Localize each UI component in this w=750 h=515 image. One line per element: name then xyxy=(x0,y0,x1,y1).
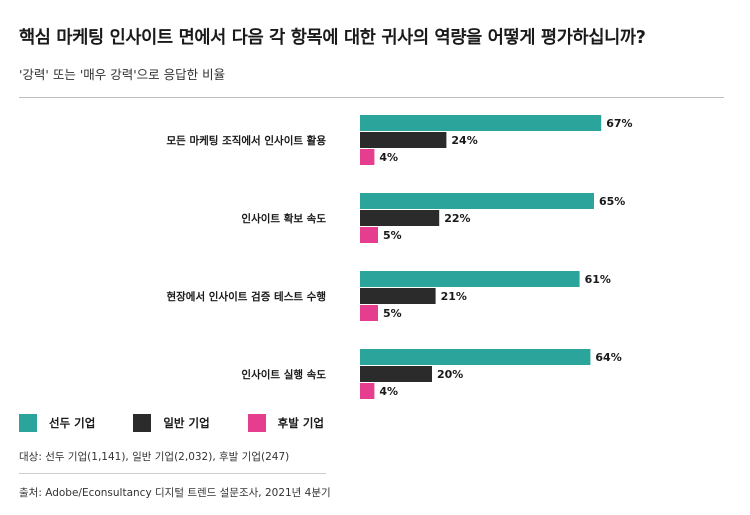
bar-laggards xyxy=(360,305,378,321)
bar-leaders xyxy=(360,193,594,209)
data-label-laggards: 4% xyxy=(379,151,398,164)
sample-base-note: 대상: 선두 기업(1,141), 일반 기업(2,032), 후발 기업(24… xyxy=(19,451,290,463)
legend-label-leaders: 선두 기업 xyxy=(49,416,96,430)
data-label-laggards: 5% xyxy=(383,307,402,320)
legend: 선두 기업 일반 기업 후발 기업 xyxy=(19,414,362,432)
bar-group-3: 현장에서 인사이트 검증 테스트 수행 61% 21% 5% xyxy=(166,271,611,321)
legend-swatch-leaders xyxy=(19,414,37,432)
footer-divider xyxy=(19,473,326,474)
category-label: 인사이트 확보 속도 xyxy=(241,212,326,225)
data-label-mainstream: 22% xyxy=(444,212,470,225)
category-label: 인사이트 실행 속도 xyxy=(241,368,326,381)
legend-swatch-laggards xyxy=(247,414,266,432)
legend-label-laggards: 후발 기업 xyxy=(277,416,324,430)
bar-leaders xyxy=(360,349,591,365)
legend-item-leaders: 선두 기업 xyxy=(19,414,95,432)
bar-group-4: 인사이트 실행 속도 64% 20% 4% xyxy=(241,349,622,399)
bar-leaders xyxy=(360,271,580,287)
category-label: 모든 마케팅 조직에서 인사이트 활용 xyxy=(166,134,326,147)
legend-label-mainstream: 일반 기업 xyxy=(163,416,210,430)
bar-group-2: 인사이트 확보 속도 65% 22% 5% xyxy=(241,193,625,243)
header-divider xyxy=(19,97,724,98)
category-label: 현장에서 인사이트 검증 테스트 수행 xyxy=(166,290,326,303)
data-label-leaders: 64% xyxy=(595,351,621,364)
data-label-laggards: 4% xyxy=(379,385,398,398)
chart-title: 핵심 마케팅 인사이트 면에서 다음 각 항목에 대한 귀사의 역량을 어떻게 … xyxy=(19,28,646,48)
bar-group-1: 모든 마케팅 조직에서 인사이트 활용 67% 24% 4% xyxy=(166,115,633,165)
data-label-mainstream: 21% xyxy=(441,290,467,303)
bar-mainstream xyxy=(360,366,432,382)
bar-laggards xyxy=(360,227,378,243)
data-label-leaders: 61% xyxy=(585,273,611,286)
bar-laggards xyxy=(360,383,375,399)
data-label-mainstream: 20% xyxy=(437,368,463,381)
source-note: 출처: Adobe/Econsultancy 디지털 트렌드 설문조사, 202… xyxy=(19,487,331,499)
legend-swatch-mainstream xyxy=(133,414,152,432)
bar-mainstream xyxy=(360,288,436,304)
legend-item-mainstream: 일반 기업 xyxy=(133,414,210,432)
data-label-mainstream: 24% xyxy=(451,134,477,147)
bar-mainstream xyxy=(360,210,440,226)
bar-laggards xyxy=(360,149,375,165)
bar-leaders xyxy=(360,115,602,131)
legend-item-laggards: 후발 기업 xyxy=(247,414,324,432)
chart-subtitle: '강력' 또는 '매우 강력'으로 응답한 비율 xyxy=(19,67,226,82)
bar-mainstream xyxy=(360,132,447,148)
data-label-leaders: 67% xyxy=(606,117,632,130)
data-label-laggards: 5% xyxy=(383,229,402,242)
data-label-leaders: 65% xyxy=(599,195,625,208)
